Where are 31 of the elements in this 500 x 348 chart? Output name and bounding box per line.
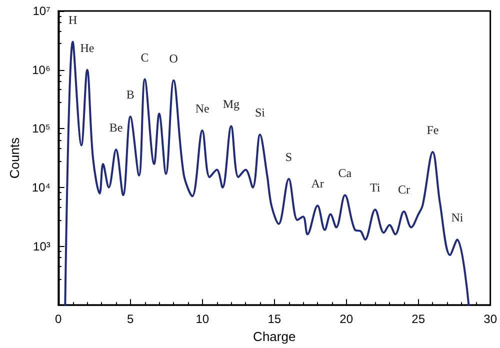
annotation: H	[68, 12, 78, 27]
annotation: Ni	[451, 210, 464, 225]
y-tick-label: 10⁴	[32, 180, 50, 194]
annotation: O	[169, 51, 178, 66]
annotation: Ca	[338, 166, 352, 180]
x-axis-title: Charge	[253, 329, 296, 344]
x-tick-label: 5	[127, 312, 134, 326]
annotation: Cr	[398, 182, 410, 197]
x-tick-label: 20	[340, 312, 354, 326]
y-tick-label: 10⁷	[32, 4, 50, 18]
y-tick-label: 10⁶	[32, 62, 50, 77]
x-tick-label: 15	[268, 312, 282, 326]
x-tick-label: 0	[55, 312, 62, 326]
y-tick-label: 10⁵	[32, 122, 50, 136]
x-tick-label: 10	[196, 312, 210, 326]
annotation: Ne	[195, 101, 210, 116]
line-series	[64, 40, 470, 306]
x-tick-label: 30	[484, 312, 498, 326]
annotation: Mg	[222, 97, 240, 112]
annotation: C	[140, 50, 149, 64]
annotation: Ti	[370, 180, 381, 195]
annotation: Be	[109, 120, 123, 135]
annotation: Ar	[311, 176, 324, 191]
y-tick-label: 10³	[33, 239, 50, 254]
annotation: Fe	[426, 123, 439, 138]
y-axis-title: Counts	[7, 136, 22, 179]
annotation: B	[126, 88, 134, 102]
annotation: He	[80, 40, 94, 55]
x-tick-label: 25	[412, 312, 426, 326]
annotation: Si	[254, 106, 266, 120]
annotation: S	[285, 150, 292, 164]
